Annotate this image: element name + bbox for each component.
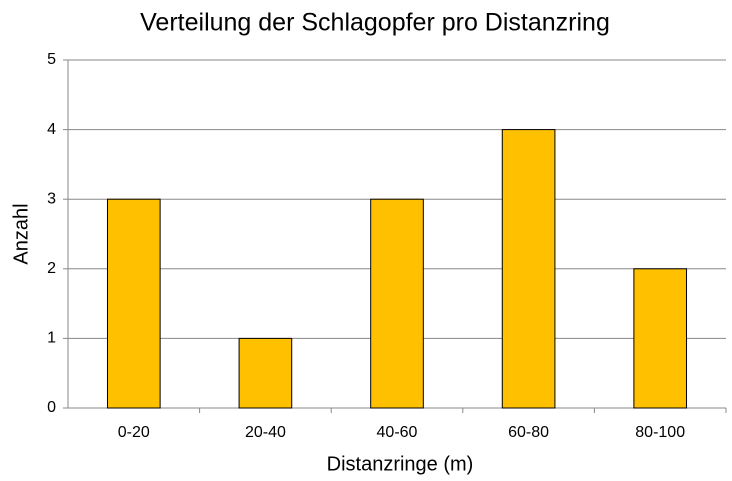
chart-title: Verteilung der Schlagopfer pro Distanzri… bbox=[140, 9, 610, 37]
bar bbox=[370, 198, 424, 409]
bar bbox=[501, 129, 556, 409]
x-tick-label: 40-60 bbox=[377, 424, 418, 441]
bar bbox=[106, 198, 161, 409]
x-tick-label: 60-80 bbox=[508, 424, 549, 441]
y-tick-label: 0 bbox=[47, 399, 56, 416]
y-tick-label: 5 bbox=[47, 51, 56, 68]
y-tick-label: 3 bbox=[47, 190, 56, 207]
x-tick-label: 20-40 bbox=[245, 424, 286, 441]
y-tick-label: 2 bbox=[47, 260, 56, 277]
x-tick-label: 80-100 bbox=[635, 424, 685, 441]
x-tick-label: 0-20 bbox=[118, 424, 150, 441]
y-axis-label: Anzahl bbox=[10, 203, 32, 264]
y-tick-label: 4 bbox=[47, 121, 56, 138]
bar bbox=[238, 337, 293, 409]
y-tick-label: 1 bbox=[47, 330, 56, 347]
bar bbox=[633, 268, 688, 409]
x-axis-label: Distanzringe (m) bbox=[327, 453, 474, 475]
